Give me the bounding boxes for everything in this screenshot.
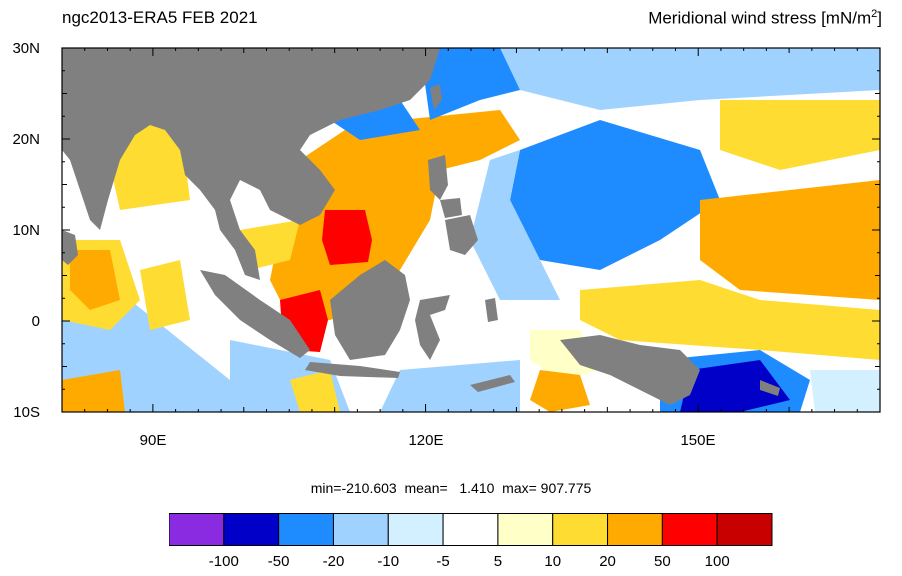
lat-label-0: 0 (31, 313, 40, 330)
visayas (440, 198, 462, 218)
timor (470, 375, 515, 392)
wind-stress-map (61, 47, 881, 413)
variable-title: Meridional wind stress [mN/m2] (648, 8, 882, 29)
colorbar-swatch (552, 513, 609, 546)
light-blue-region (810, 370, 880, 412)
colorbar-swatch (169, 513, 225, 546)
colorbar-swatch (223, 513, 280, 546)
dark-blue-region (680, 360, 790, 412)
colorbar-swatch (716, 513, 773, 546)
new-guinea (560, 335, 700, 405)
colorbar-tick-label: 50 (654, 553, 671, 570)
luzon (428, 155, 448, 200)
map-title: ngc2013-ERA5 FEB 2021 (62, 8, 258, 27)
lat-label-30n: 30N (12, 40, 40, 57)
java (305, 362, 400, 378)
solomon-islands (760, 380, 780, 396)
colorbar-tick-label: -20 (322, 553, 345, 570)
colorbar-tick-label: 20 (599, 553, 616, 570)
colorbar-tick-label: 10 (544, 553, 562, 570)
colorbar-tick-label: 5 (493, 553, 503, 570)
sri-lanka (62, 230, 78, 265)
colorbar-swatch (332, 513, 389, 546)
blue-region (500, 48, 880, 110)
statistics-line: min=-210.603 mean= 1.410 max= 907.775 (0, 480, 902, 496)
borneo (330, 260, 410, 360)
orange-region (700, 180, 880, 300)
orange-region (62, 370, 125, 412)
sumatra (200, 270, 310, 358)
red-core (322, 210, 372, 265)
colorbar-swatch (442, 513, 499, 546)
orange-region (70, 250, 120, 310)
yellow-region (720, 100, 880, 170)
colorbar (169, 513, 773, 546)
lat-label-10s: 10S (13, 404, 40, 421)
lon-label-90e: 90E (139, 432, 167, 449)
orange-region (400, 110, 520, 170)
blue-region (330, 100, 420, 140)
lat-label-20n: 20N (12, 131, 40, 148)
blue-region (380, 360, 520, 412)
colorbar-swatch (387, 513, 444, 546)
lon-label-150e: 150E (680, 432, 716, 449)
lat-label-10n: 10N (12, 222, 40, 239)
lon-label-120e: 120E (408, 432, 444, 449)
colorbar-tick-label: -50 (267, 553, 290, 570)
mindanao (445, 215, 478, 255)
yellow-region (580, 280, 880, 360)
colorbar-swatch (278, 513, 334, 546)
colorbar-tick-label: -10 (377, 553, 400, 570)
colorbar-swatch (607, 513, 663, 546)
asia-mainland (62, 48, 440, 280)
colorbar-swatch (497, 513, 554, 546)
colorbar-tick-label: -5 (436, 553, 450, 570)
variable-name: Meridional wind stress [mN/m (648, 8, 872, 28)
orange-region (530, 370, 590, 412)
halmahera (485, 298, 498, 322)
yellow-region (140, 260, 190, 330)
taiwan (430, 84, 442, 110)
tick-marks (61, 47, 881, 413)
yellow-region (290, 370, 340, 412)
blue-region (470, 150, 560, 300)
sulawesi (415, 295, 450, 360)
blue-region (510, 120, 720, 270)
unit-bracket: ] (877, 8, 882, 28)
colorbar-tick-label: -100 (208, 553, 239, 570)
land (62, 48, 780, 405)
colorbar-swatch (661, 513, 718, 546)
unit-exponent: 2 (871, 8, 878, 20)
map-field (62, 48, 880, 412)
colorbar-tick-label: 100 (704, 553, 730, 570)
stats-text: min=-210.603 mean= 1.410 max= 907.775 (310, 480, 592, 496)
